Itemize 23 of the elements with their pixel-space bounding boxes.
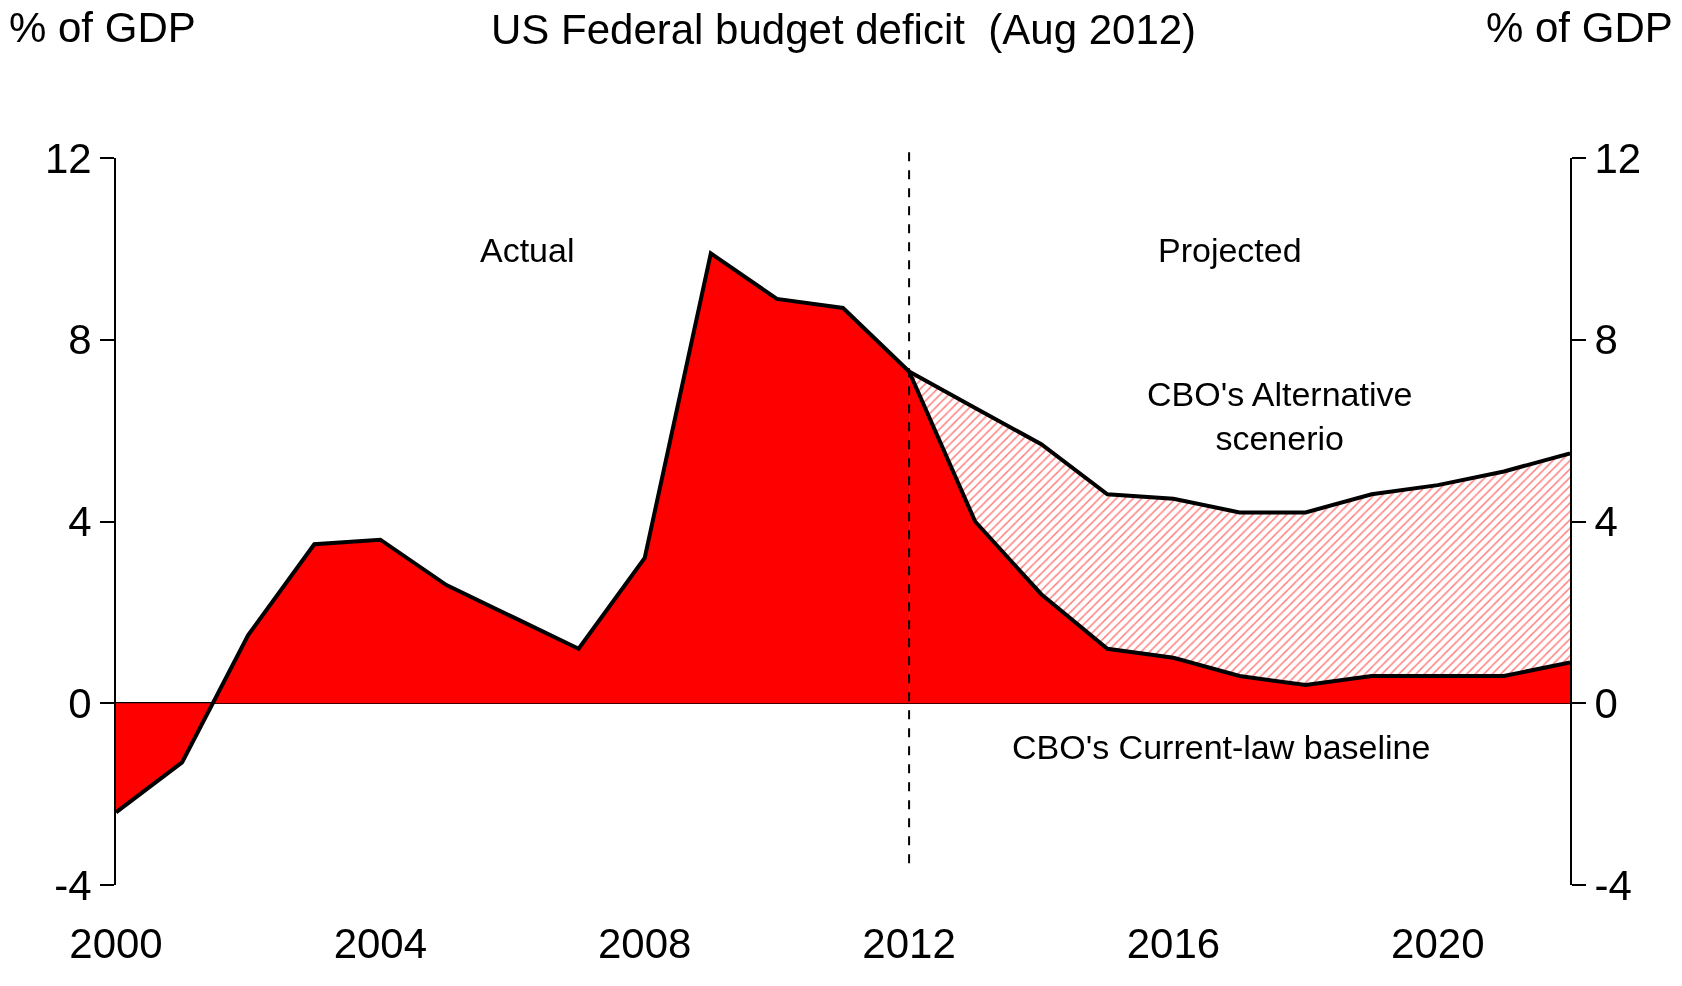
y-tick-label: 12 xyxy=(44,134,92,182)
annotation: CBO's Current-law baseline xyxy=(1012,728,1431,766)
x-tick-label: 2000 xyxy=(69,920,163,967)
y-tick-label: 8 xyxy=(68,316,92,364)
y2-tick-label: 12 xyxy=(1594,134,1642,182)
y2-tick-label: -4 xyxy=(1594,861,1632,909)
annotation: CBO's Alternative scenerio xyxy=(1147,375,1413,458)
y-tick-label: 4 xyxy=(68,498,92,546)
annotation: Projected xyxy=(1158,231,1302,269)
y-axis-title: % of GDP xyxy=(9,4,196,51)
y2-tick-label: 4 xyxy=(1594,498,1618,546)
x-tick-label: 2020 xyxy=(1391,920,1485,967)
x-tick-label: 2016 xyxy=(1126,920,1221,967)
y-tick-label: 0 xyxy=(68,679,92,727)
y-tick-label: -4 xyxy=(54,861,92,909)
x-tick-label: 2012 xyxy=(862,920,956,967)
x-tick-label: 2008 xyxy=(598,920,692,967)
y2-tick-label: 0 xyxy=(1594,679,1618,727)
x-tick-label: 2004 xyxy=(333,920,428,967)
annotation: Actual xyxy=(480,231,575,269)
y2-tick-label: 8 xyxy=(1594,316,1618,364)
y2-axis-title: % of GDP xyxy=(1486,4,1673,51)
chart-title: US Federal budget deficit (Aug 2012) xyxy=(491,6,1197,53)
